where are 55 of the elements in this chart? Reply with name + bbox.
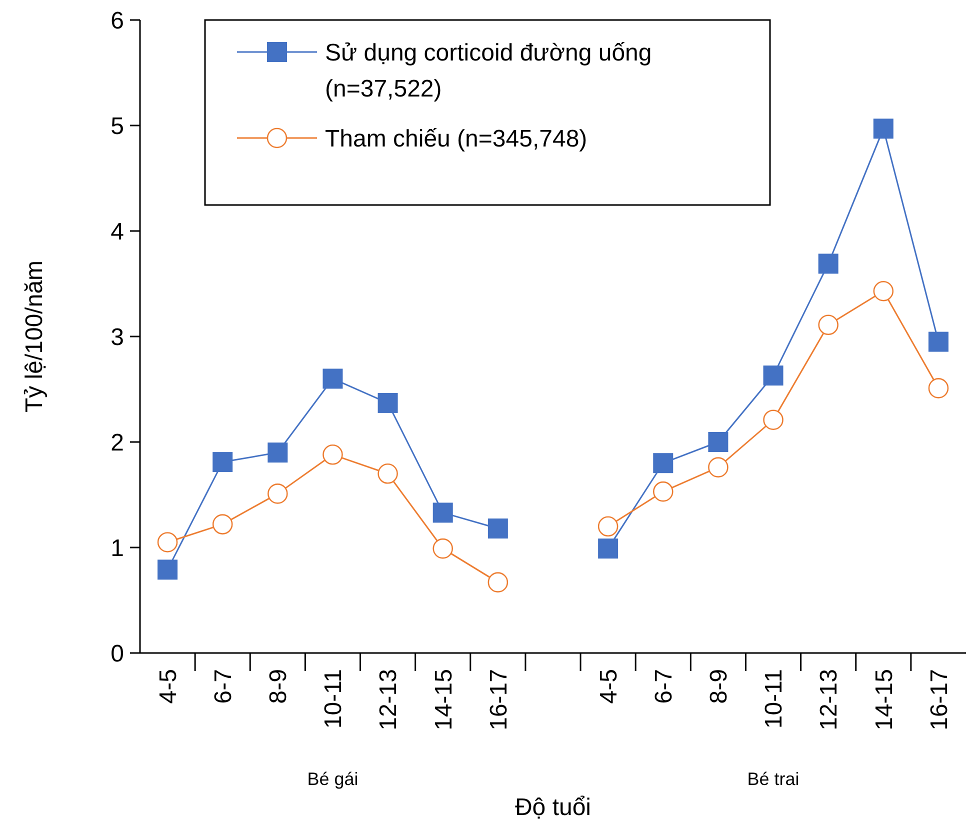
point <box>763 366 784 386</box>
point <box>488 518 508 539</box>
point <box>488 572 508 592</box>
x-tick-label: 4-5 <box>154 669 182 704</box>
y-tick-label: 6 <box>110 7 124 34</box>
point <box>873 280 894 302</box>
legend-label: Tham chiếu (n=345,748) <box>325 125 588 152</box>
x-tick-label: 10-11 <box>760 669 788 729</box>
text: Bé trai <box>747 769 800 789</box>
point <box>432 502 453 523</box>
point <box>268 484 288 504</box>
x-tick-label: 16-17 <box>926 669 953 730</box>
point <box>763 410 784 430</box>
y-tick-label: 2 <box>110 429 124 456</box>
point <box>818 314 838 336</box>
y-tick-label: 3 <box>110 324 124 351</box>
point <box>212 452 233 472</box>
x-tick-label: 4-5 <box>595 669 622 704</box>
point <box>928 378 949 398</box>
point <box>158 560 178 580</box>
x-tick-label: 6-7 <box>650 669 678 704</box>
point <box>432 538 454 559</box>
point <box>708 457 728 478</box>
legend-label: Sử dụng corticoid đường uống (n=37,522) <box>325 39 652 102</box>
point <box>378 464 398 484</box>
y-axis-title: Tỷ lệ/100/năm <box>21 260 48 413</box>
point <box>873 118 894 139</box>
x-tick-label: 12-13 <box>816 669 843 730</box>
x-tick-label: 8-9 <box>706 669 733 704</box>
point <box>653 453 674 474</box>
point <box>652 481 674 502</box>
x-tick-label: 12-13 <box>375 669 402 730</box>
point <box>598 538 618 559</box>
point <box>598 516 618 537</box>
point <box>322 368 343 389</box>
text: Bé gái <box>307 769 358 789</box>
point <box>157 532 178 552</box>
x-tick-label: 6-7 <box>210 669 237 704</box>
point <box>322 444 343 465</box>
x-tick-label: 10-11 <box>320 669 348 729</box>
point <box>818 254 838 274</box>
y-tick-label: 5 <box>110 112 124 140</box>
point <box>268 442 288 463</box>
y-tick-label: 1 <box>110 534 124 562</box>
point <box>928 332 948 352</box>
x-tick-label: 14-15 <box>430 669 458 730</box>
x-tick-label: 14-15 <box>870 669 898 730</box>
x-tick-label: 16-17 <box>485 669 512 730</box>
x-axis-title: Độ tuổi <box>514 794 592 821</box>
x-tick-label: 8-9 <box>265 669 292 704</box>
point <box>708 432 728 452</box>
y-tick-label: 0 <box>110 640 124 668</box>
point <box>212 514 233 534</box>
y-tick-label: 4 <box>110 218 124 246</box>
point <box>378 392 398 413</box>
